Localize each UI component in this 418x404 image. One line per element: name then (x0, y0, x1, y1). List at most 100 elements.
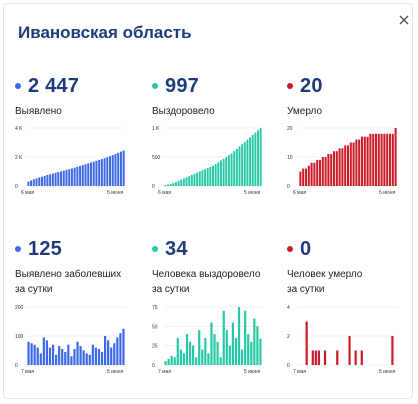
bar (198, 171, 201, 186)
bar (318, 159, 322, 186)
y-tick-label: 4 K (15, 126, 23, 132)
stat-value: 2 447 (28, 74, 80, 97)
bar (314, 350, 317, 365)
bar (259, 128, 262, 186)
bullet-icon (287, 83, 293, 89)
y-tick-label: 0 (15, 363, 18, 369)
bullet-icon (152, 83, 158, 89)
bar (188, 176, 191, 186)
bar (256, 326, 259, 365)
y-tick-label: 0 (152, 363, 155, 369)
bar (188, 341, 192, 365)
bar (103, 158, 106, 186)
y-tick-label: 4 (287, 305, 290, 311)
bar (358, 139, 361, 186)
bar (355, 139, 358, 186)
bar (228, 345, 231, 365)
bar (225, 157, 228, 186)
bar (206, 168, 209, 186)
bar (222, 310, 225, 365)
bar (85, 353, 88, 365)
chart-svg: 0 25 50 75 7 мая 5 июня (152, 305, 262, 375)
bar (241, 144, 244, 186)
bar (170, 355, 173, 365)
bar (380, 133, 383, 186)
bar (43, 175, 46, 186)
bar (394, 128, 397, 186)
bar (246, 139, 249, 186)
bar (335, 151, 338, 186)
stat-value: 0 (300, 237, 312, 260)
y-tick-label: 0 (15, 184, 18, 190)
bar (30, 343, 33, 365)
bar (89, 162, 92, 186)
y-tick-label: 0 (152, 184, 155, 190)
bar (366, 136, 369, 186)
bar (58, 346, 61, 365)
bar (354, 350, 357, 365)
bar (73, 167, 76, 186)
close-icon[interactable] (396, 12, 412, 28)
bar (196, 172, 199, 186)
bar (177, 180, 180, 186)
chart-svg: 0 10 20 6 мая 5 июня (287, 126, 397, 196)
bar (348, 336, 351, 365)
chart-svg: 0 2 K 4 K 6 мая 5 июня (15, 126, 125, 196)
bar (195, 357, 198, 365)
bar (198, 330, 201, 365)
bar (234, 337, 238, 365)
bar (174, 181, 177, 186)
bar (207, 353, 210, 365)
bar (313, 162, 316, 186)
bar (204, 337, 207, 365)
bar (372, 133, 375, 186)
bar (204, 169, 207, 186)
bar (76, 341, 79, 365)
stat-label: Человека выздоровело за сутки (152, 269, 261, 295)
bar (88, 354, 91, 365)
bar (40, 176, 43, 186)
bar (230, 153, 233, 186)
chart-svg: 0 2 4 7 мая 5 июня (287, 305, 397, 375)
bar (73, 349, 76, 365)
bar (346, 145, 350, 186)
y-tick-label: 100 (15, 334, 24, 340)
bar (87, 163, 90, 186)
y-tick-label: 0 (287, 363, 290, 369)
bar (257, 130, 259, 186)
bar (235, 148, 238, 186)
bar (173, 357, 176, 365)
bar (352, 142, 355, 186)
bar (27, 181, 30, 186)
bar (213, 334, 216, 365)
bar (164, 361, 167, 365)
bar (214, 163, 217, 186)
bar (182, 178, 185, 186)
bar (81, 165, 84, 186)
bar (388, 133, 392, 186)
bar (98, 159, 101, 186)
bar (383, 133, 386, 186)
bar (316, 159, 319, 186)
bar (45, 340, 49, 365)
bar (100, 159, 103, 186)
bar (49, 174, 52, 186)
bar (111, 155, 114, 186)
bar (107, 340, 110, 365)
bar (330, 154, 333, 186)
bar (182, 353, 186, 365)
stat-value: 34 (165, 237, 188, 260)
bar (216, 341, 219, 365)
bar (36, 347, 39, 365)
bar (76, 166, 79, 186)
bar (122, 328, 125, 365)
bar (244, 310, 247, 365)
bar (60, 171, 63, 186)
bar (249, 137, 252, 186)
bar (338, 148, 341, 186)
bar (349, 142, 352, 186)
bar (94, 347, 98, 365)
bullet-icon (15, 83, 21, 89)
bar (116, 337, 119, 365)
stat-value: 125 (28, 237, 62, 260)
